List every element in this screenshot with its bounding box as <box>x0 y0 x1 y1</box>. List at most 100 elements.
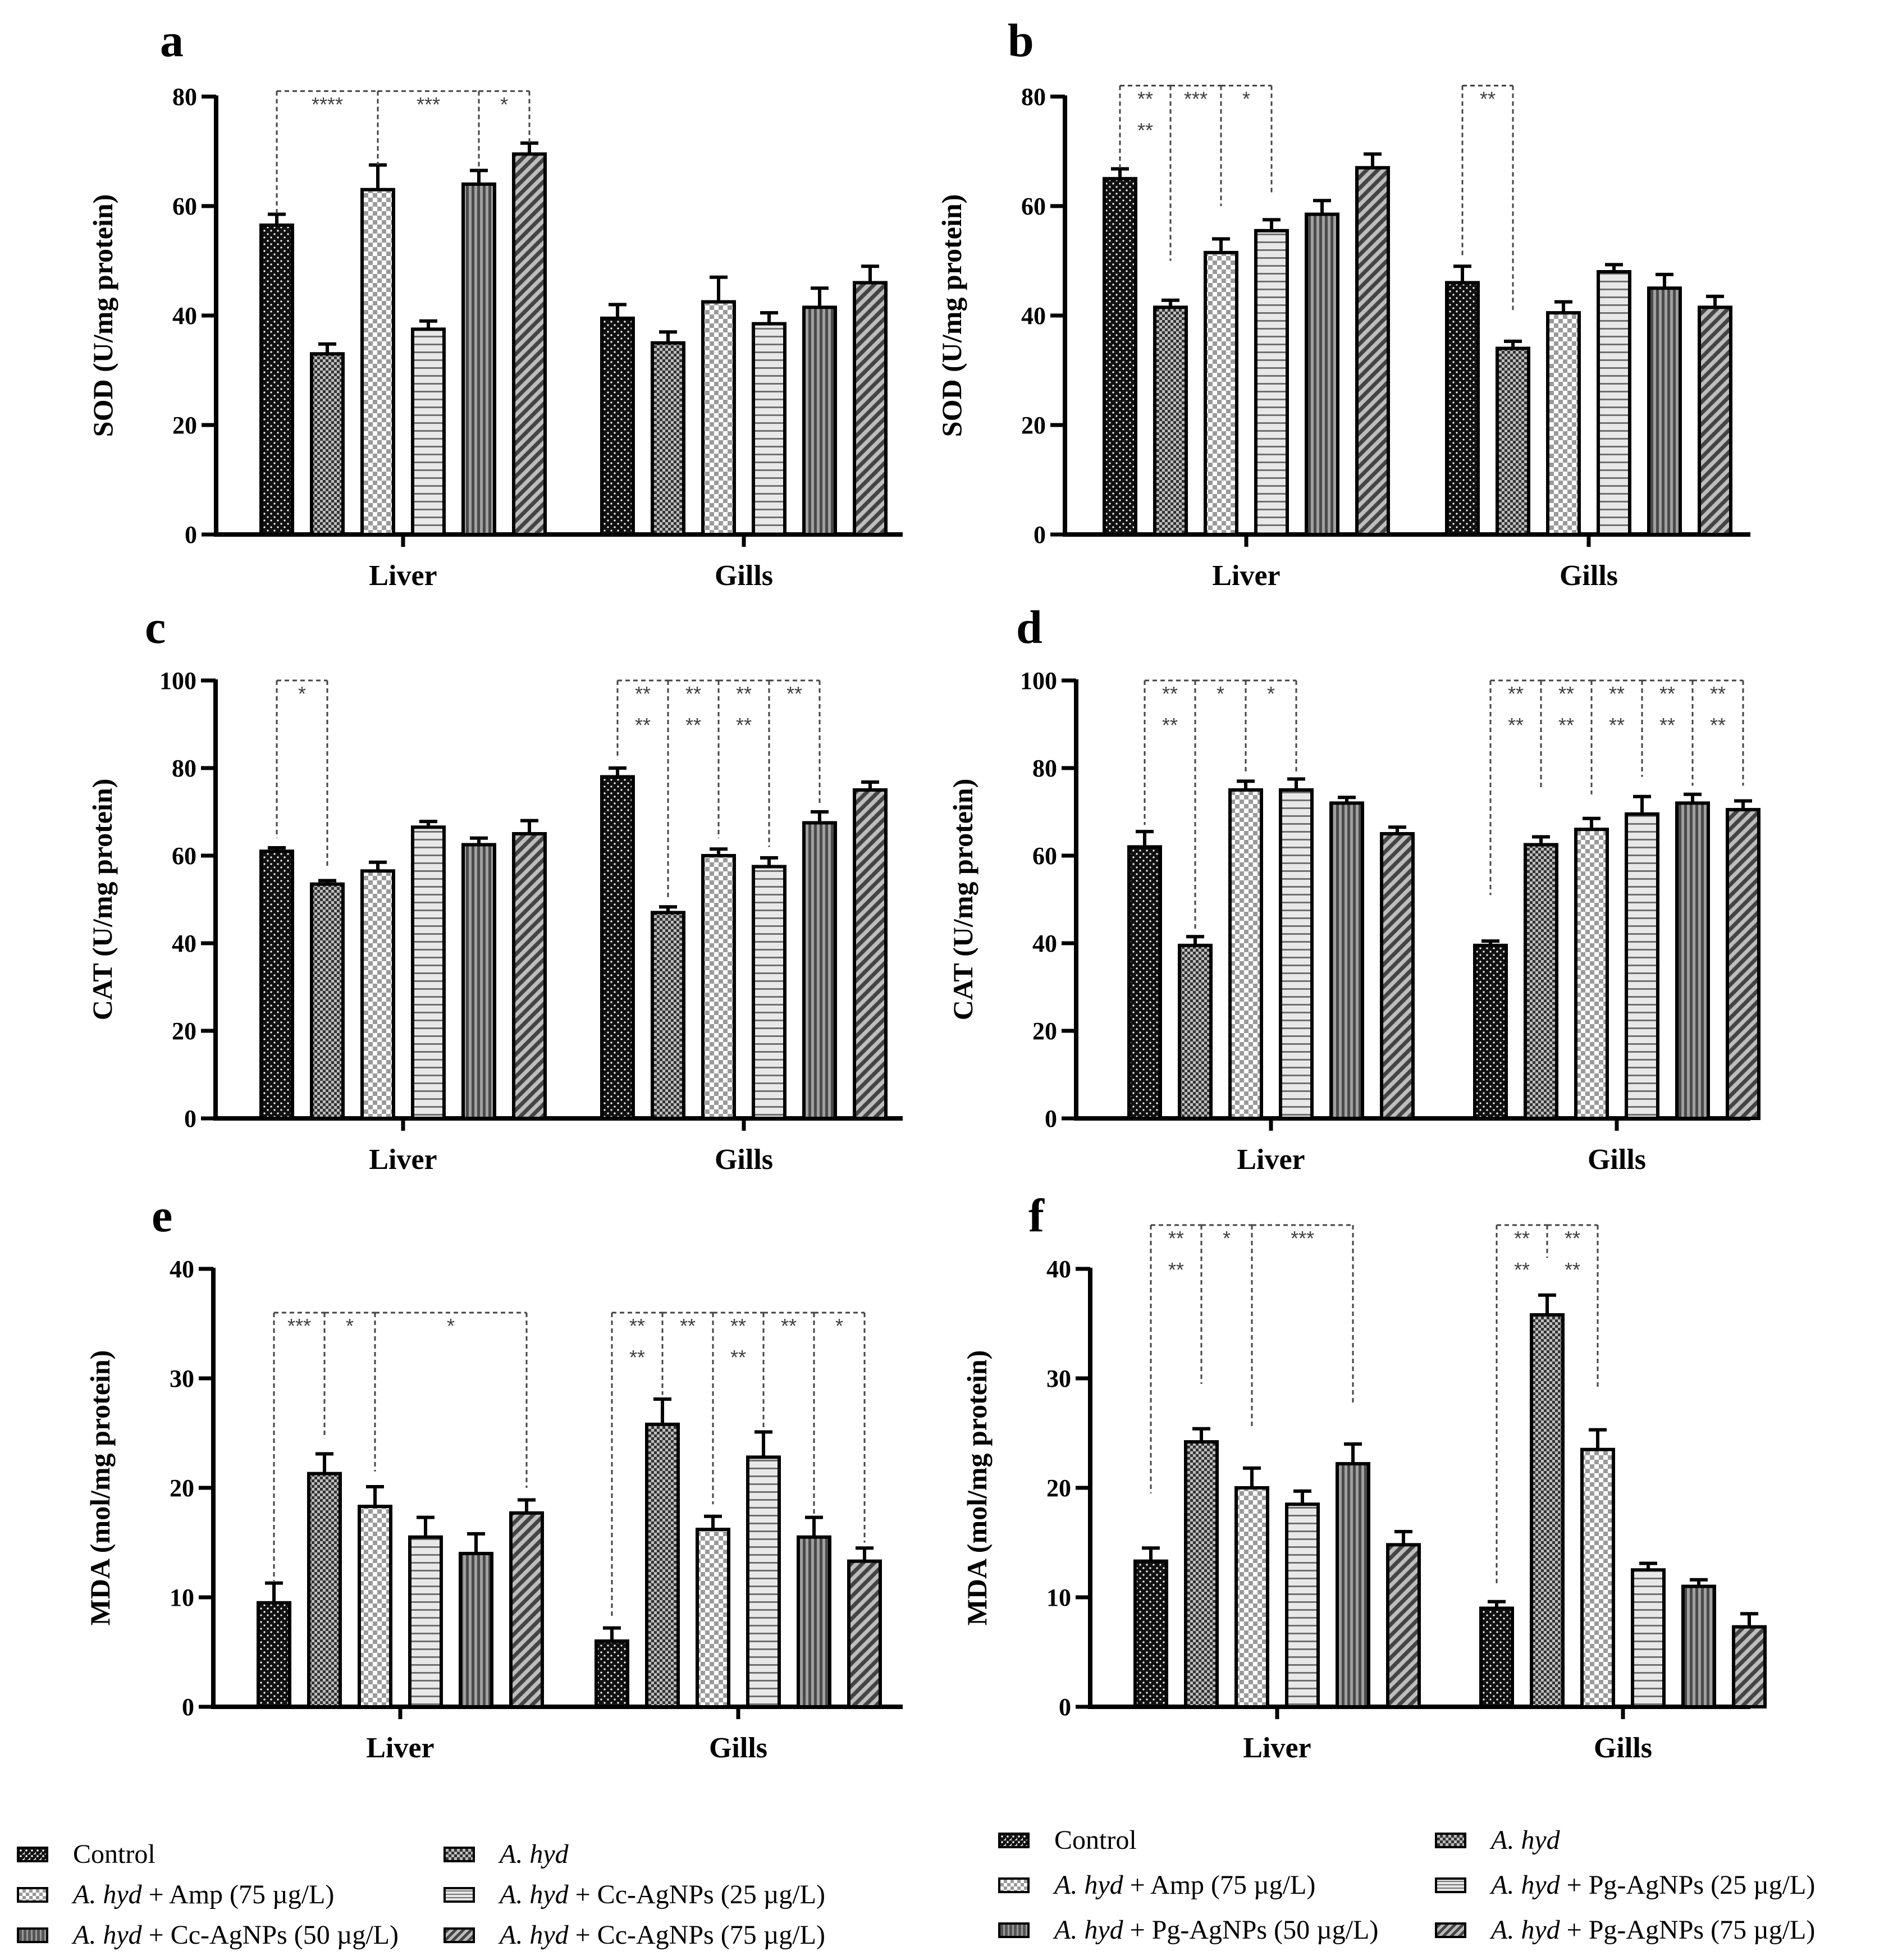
significance-label-line: * <box>1242 88 1250 111</box>
y-tick-label: 80 <box>1032 755 1057 782</box>
y-tick-label: 10 <box>170 1584 194 1611</box>
significance-label: *** <box>1291 1227 1314 1250</box>
significance-label-line: ** <box>1609 714 1625 737</box>
significance-label: * <box>1242 88 1250 111</box>
significance-label: *** <box>1184 88 1208 111</box>
significance-label-line: *** <box>1291 1227 1314 1250</box>
bar <box>1574 828 1609 1120</box>
y-tick-label: 0 <box>185 521 197 549</box>
bar <box>408 1535 443 1708</box>
y-tick-label: 30 <box>1046 1365 1071 1392</box>
significance-label: * <box>1217 682 1224 705</box>
bar <box>853 281 888 536</box>
significance-label: ** ** <box>629 1314 645 1369</box>
bar <box>1524 843 1558 1120</box>
significance-label-line: ** <box>1710 682 1726 705</box>
y-tick-label: 20 <box>172 412 197 439</box>
bar <box>645 1422 680 1708</box>
significance-label-line: ** <box>629 1314 645 1337</box>
x-group-label: Gills <box>715 1144 773 1176</box>
bar <box>310 352 345 536</box>
significance-label: * <box>346 1314 354 1337</box>
legend-item-a-hyd: A. hyd <box>1435 1825 1560 1856</box>
x-group-label: Gills <box>715 560 773 592</box>
legend-swatch-amp <box>17 1886 48 1903</box>
bar <box>411 327 446 536</box>
bar <box>459 1552 493 1708</box>
legend-item-amp: A. hyd + Amp (75 µg/L) <box>17 1879 334 1910</box>
y-tick-label: 20 <box>172 1017 196 1045</box>
legend-swatch-pg-50 <box>998 1922 1030 1938</box>
bar <box>1336 1462 1370 1709</box>
bar <box>1726 808 1760 1120</box>
y-tick-label: 0 <box>184 1105 196 1132</box>
significance-label-line: *** <box>417 93 440 116</box>
bar <box>600 775 635 1120</box>
bar <box>360 869 395 1121</box>
legend-swatch-control <box>998 1832 1030 1848</box>
significance-label: ** ** <box>635 682 651 737</box>
bar <box>307 1472 342 1708</box>
bar <box>1473 943 1508 1121</box>
significance-label-line: ** <box>736 714 752 737</box>
bar <box>1254 229 1289 536</box>
significance-label-line: ** <box>1508 714 1524 737</box>
y-axis-label: CAT (U/mg protein) <box>86 779 118 1021</box>
significance-label: ** ** <box>1609 682 1625 737</box>
y-tick-label: 40 <box>1021 302 1046 330</box>
significance-label-line: ** <box>786 682 802 705</box>
y-tick-label: 20 <box>1046 1474 1071 1502</box>
bar <box>512 152 547 536</box>
y-axis-label: CAT (U/mg protein) <box>947 779 978 1021</box>
bar <box>1178 943 1213 1121</box>
bar <box>802 305 837 536</box>
significance-label-line: * <box>298 682 306 705</box>
significance-label: ** ** <box>730 1314 746 1369</box>
significance-label: ** ** <box>685 682 701 737</box>
legend-item-control: Control <box>17 1839 156 1870</box>
significance-label-line: ** <box>685 682 701 705</box>
panel-label-c: c <box>145 601 166 654</box>
x-group-label: Gills <box>1588 1144 1646 1176</box>
significance-label-line: ** <box>730 1346 746 1369</box>
x-group-label: Liver <box>1243 1732 1311 1764</box>
bar <box>358 1505 392 1708</box>
bar <box>1279 788 1314 1120</box>
significance-label: * <box>1267 682 1275 705</box>
y-axis-label: MDA (mol/mg protein) <box>961 1350 993 1626</box>
bar <box>595 1639 629 1708</box>
significance-label: ** ** <box>1137 88 1153 142</box>
significance-label-line: ** <box>1710 714 1726 737</box>
significance-label: ** ** <box>1508 682 1524 737</box>
significance-label: * <box>500 93 508 116</box>
significance-label-line: ** <box>680 1314 696 1337</box>
significance-label: ** <box>781 1314 797 1337</box>
y-tick-label: 60 <box>1032 842 1057 870</box>
x-group-label: Liver <box>366 1732 434 1764</box>
significance-label-line: * <box>447 1314 455 1337</box>
y-tick-label: 60 <box>1021 193 1046 220</box>
legend-item-amp: A. hyd + Amp (75 µg/L) <box>998 1870 1315 1900</box>
panel-label-d: d <box>1016 601 1042 654</box>
bar <box>512 832 547 1120</box>
y-tick-label: 80 <box>1021 83 1046 111</box>
bar <box>746 1455 781 1708</box>
bar <box>802 821 837 1120</box>
x-group-label: Liver <box>369 560 437 592</box>
bar <box>1133 1559 1168 1708</box>
legend-item-pg-75: A. hyd + Pg-AgNPs (75 µg/L) <box>1435 1915 1815 1945</box>
y-tick-label: 40 <box>172 302 197 330</box>
significance-label: * <box>1223 1227 1231 1250</box>
significance-label-line: ** <box>1168 1227 1184 1250</box>
significance-label-line: ** <box>1162 682 1178 705</box>
y-tick-label: 60 <box>172 842 196 870</box>
legend-item-pg-25: A. hyd + Pg-AgNPs (25 µg/L) <box>1435 1870 1815 1900</box>
y-tick-label: 20 <box>170 1474 194 1502</box>
significance-label-line: ** <box>1558 714 1574 737</box>
bar <box>651 911 685 1121</box>
bar <box>1479 1606 1514 1708</box>
bar <box>1305 212 1339 536</box>
significance-label: *** <box>417 93 440 116</box>
y-tick-label: 0 <box>182 1693 194 1721</box>
